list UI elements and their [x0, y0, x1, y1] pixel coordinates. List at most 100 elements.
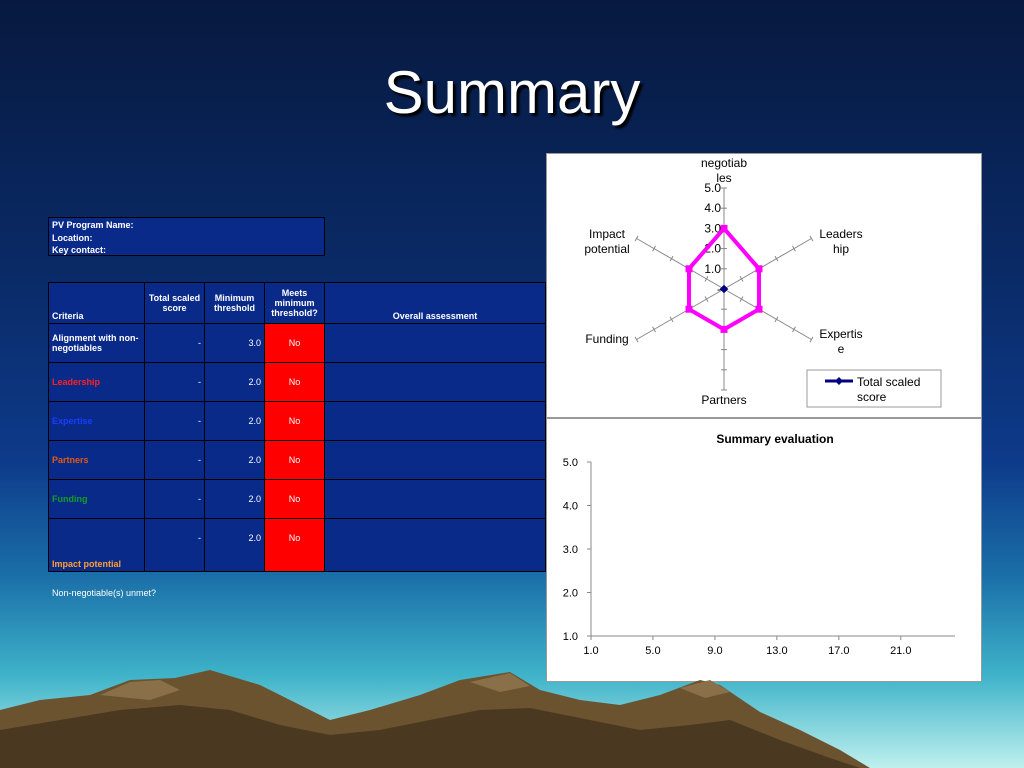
criterion-meets: No	[264, 362, 325, 402]
radar-tick-label: 4.0	[704, 201, 721, 215]
criterion-assessment-cell[interactable]	[324, 479, 546, 519]
radar-tick-mark	[809, 336, 814, 343]
program-info-table: PV Program Name: Location: Key contact:	[48, 217, 325, 256]
criterion-threshold: 2.0	[204, 518, 265, 572]
y-tick-label: 4.0	[563, 501, 578, 513]
criterion-meets: No	[264, 323, 325, 363]
criterion-threshold: 3.0	[204, 323, 265, 363]
location-label: Location:	[52, 232, 93, 243]
radar-tick-mark	[669, 316, 674, 323]
header-minimum-threshold: Minimum threshold	[204, 282, 265, 324]
radar-tick-mark	[739, 276, 744, 282]
radar-axis-line	[636, 238, 725, 290]
radar-axis-line	[723, 288, 812, 340]
table-row: Alignment with non-negotiables - 3.0 No	[48, 323, 546, 363]
radar-point	[685, 305, 693, 313]
x-tick-label: 5.0	[645, 645, 660, 657]
radar-tick-mark	[739, 296, 744, 302]
key-contact-label: Key contact:	[52, 245, 107, 255]
radar-tick-mark	[634, 235, 639, 242]
criterion-assessment-cell[interactable]	[324, 362, 546, 402]
radar-point	[755, 265, 763, 273]
radar-tick-mark	[792, 245, 796, 252]
radar-tick-mark	[634, 336, 639, 343]
program-name-label: PV Program Name:	[52, 220, 134, 230]
radar-legend: Total scaled score	[806, 369, 942, 408]
criterion-score: -	[144, 440, 205, 480]
x-tick-label: 1.0	[583, 645, 598, 657]
x-tick-label: 21.0	[890, 645, 911, 657]
criterion-assessment-cell[interactable]	[324, 518, 546, 572]
criterion-name: Funding	[48, 479, 145, 519]
radar-point	[685, 265, 693, 273]
radar-tick-mark	[774, 255, 779, 262]
legend-marker	[835, 377, 843, 385]
radar-point	[720, 325, 728, 333]
radar-tick-mark	[774, 316, 779, 323]
x-tick-label: 17.0	[828, 645, 849, 657]
criterion-meets: No	[264, 440, 325, 480]
criterion-score: -	[144, 323, 205, 363]
table-row: Partners - 2.0 No	[48, 440, 546, 480]
radar-axis-label: Expertis e	[819, 327, 862, 356]
x-tick-label: 9.0	[707, 645, 722, 657]
criterion-name: Partners	[48, 440, 145, 480]
radar-axis-line	[636, 288, 725, 340]
radar-axis-label: Funding	[585, 332, 628, 346]
summary-evaluation-chart-panel: Summary evaluation 1.0 2.0 3.0 4.0 5.0 1.0 5.0 9…	[546, 418, 982, 682]
table-row: Impact potential - 2.0 No	[48, 518, 546, 572]
table-row: Funding - 2.0 No	[48, 479, 546, 519]
criterion-meets: No	[264, 479, 325, 519]
criterion-threshold: 2.0	[204, 479, 265, 519]
radar-tick-mark	[704, 296, 709, 302]
chart-title: Summary evaluation	[716, 432, 833, 446]
x-tick-label: 13.0	[766, 645, 787, 657]
radar-axis-line	[723, 238, 812, 290]
criterion-score: -	[144, 479, 205, 519]
non-negotiable-unmet-label: Non-negotiable(s) unmet?	[52, 588, 157, 598]
radar-axis-label: Leaders hip	[819, 227, 862, 256]
header-meets-threshold: Meets minimum threshold?	[264, 282, 325, 324]
radar-tick-label: 5.0	[704, 181, 721, 195]
criterion-name: Impact potential	[48, 518, 145, 572]
radar-tick-mark	[652, 326, 656, 333]
table-row: Leadership - 2.0 No	[48, 362, 546, 402]
criteria-table: Criteria Total scaled score Minimum thre…	[48, 282, 546, 572]
radar-point	[720, 224, 728, 232]
legend-label: Total scaled score	[857, 375, 920, 404]
radar-axis-label: Partners	[701, 393, 746, 407]
criterion-threshold: 2.0	[204, 440, 265, 480]
criteria-header-row: Criteria Total scaled score Minimum thre…	[48, 282, 546, 324]
radar-axis-label: Impact potential	[584, 227, 629, 256]
criterion-meets: No	[264, 518, 325, 572]
summary-evaluation-chart: Summary evaluation 1.0 2.0 3.0 4.0 5.0 1.0 5.0 9…	[563, 432, 955, 657]
table-row: Expertise - 2.0 No	[48, 401, 546, 441]
radar-chart-panel: -1.0 2.0 3.0 4.0 5.0 negotiab les Leaders hip Exp…	[546, 153, 982, 418]
radar-point	[755, 305, 763, 313]
criterion-threshold: 2.0	[204, 401, 265, 441]
radar-axis-label: negotiab les	[701, 156, 747, 185]
radar-point	[720, 285, 728, 293]
criterion-assessment-cell[interactable]	[324, 401, 546, 441]
header-overall-assessment: Overall assessment	[324, 282, 546, 324]
criterion-meets: No	[264, 401, 325, 441]
criterion-name: Expertise	[48, 401, 145, 441]
criterion-score: -	[144, 401, 205, 441]
header-total-scaled-score: Total scaled score	[144, 282, 205, 324]
radar-tick-label: 1.0	[704, 262, 721, 276]
header-criteria: Criteria	[48, 282, 145, 324]
criterion-name: Alignment with non-negotiables	[48, 323, 145, 363]
y-tick-label: 5.0	[563, 457, 578, 469]
criterion-assessment-cell[interactable]	[324, 440, 546, 480]
criterion-assessment-cell[interactable]	[324, 323, 546, 363]
radar-tick-mark	[669, 255, 674, 262]
radar-tick-mark	[652, 245, 656, 252]
radar-tick-label: 3.0	[704, 221, 721, 235]
y-tick-label: 3.0	[563, 544, 578, 556]
radar-tick-label: -	[717, 282, 721, 296]
y-tick-label: 1.0	[563, 631, 578, 643]
radar-tick-mark	[792, 326, 796, 333]
mountain-landscape-image	[0, 670, 870, 768]
criterion-score: -	[144, 362, 205, 402]
